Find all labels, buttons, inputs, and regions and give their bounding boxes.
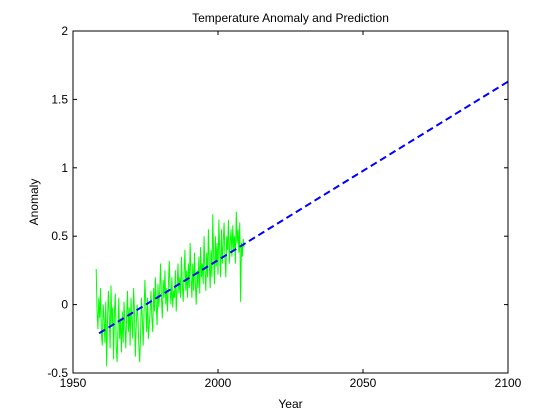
x-tick-label: 2100 bbox=[495, 376, 522, 390]
y-tick-label: 1 bbox=[61, 161, 68, 175]
series-line-2 bbox=[98, 80, 509, 335]
x-tick-label: 1950 bbox=[60, 376, 87, 390]
chart-title: Temperature Anomaly and Prediction bbox=[192, 11, 389, 25]
plot-area bbox=[73, 31, 508, 373]
y-tick-label: -0.5 bbox=[47, 366, 68, 380]
x-tick-label: 2000 bbox=[205, 376, 232, 390]
y-tick-label: 0.5 bbox=[51, 229, 68, 243]
y-tick-label: 2 bbox=[61, 24, 68, 38]
y-axis-label: Anomaly bbox=[27, 179, 41, 226]
y-tick-label: 0 bbox=[61, 298, 68, 312]
x-axis-label: Year bbox=[278, 397, 302, 411]
x-tick-label: 2050 bbox=[350, 376, 377, 390]
series-line-1 bbox=[95, 211, 245, 367]
y-tick-label: 1.5 bbox=[51, 92, 68, 106]
plot-frame bbox=[72, 30, 509, 374]
